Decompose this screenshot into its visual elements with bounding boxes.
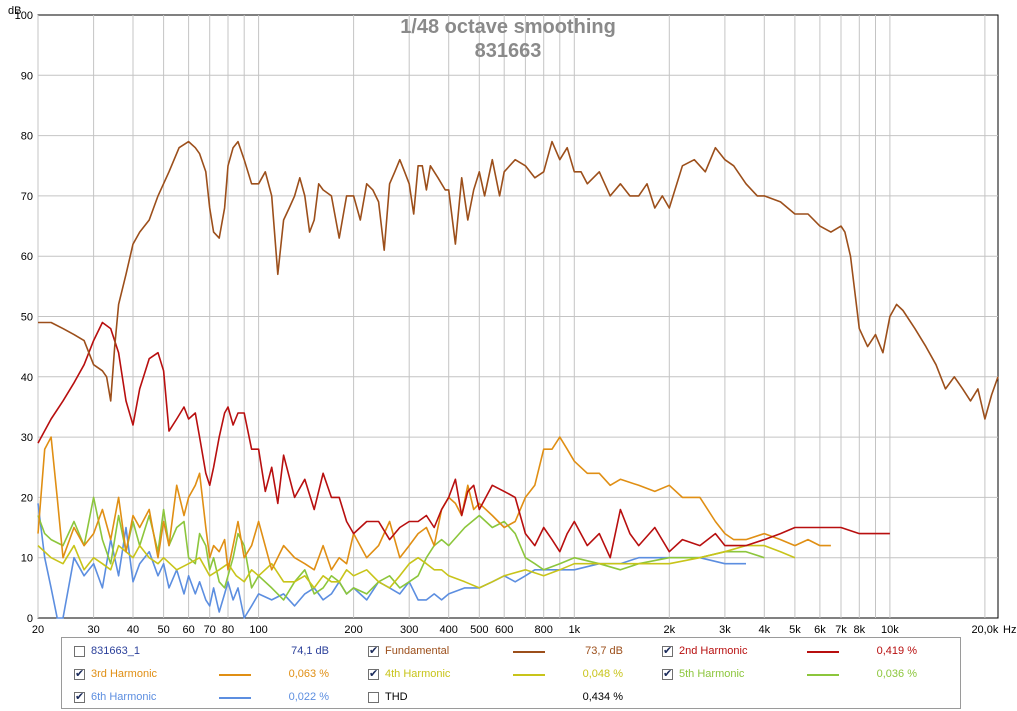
series-line-fundamental bbox=[38, 140, 999, 420]
x-tick-label: 2k bbox=[663, 624, 675, 636]
legend-item-label: 6th Harmonic bbox=[91, 691, 157, 703]
series-line-6th-harmonic bbox=[37, 503, 746, 619]
x-tick-label: 30 bbox=[87, 624, 99, 636]
y-tick-label: 100 bbox=[15, 10, 33, 22]
legend-checkbox[interactable] bbox=[74, 690, 85, 703]
x-tick-label: 500 bbox=[470, 624, 488, 636]
legend-checkbox[interactable] bbox=[74, 667, 85, 680]
x-tick-label: 80 bbox=[222, 624, 234, 636]
x-axis-unit-label: Hz bbox=[1003, 624, 1016, 636]
legend-line-swatch bbox=[807, 651, 839, 653]
legend-item-value: 0,036 % bbox=[876, 668, 917, 680]
legend-row: 3rd Harmonic 0,063 % 4th Harmonic 0,048 % 5t… bbox=[62, 665, 960, 685]
legend-item: 4th Harmonic 0,048 % bbox=[368, 665, 623, 685]
legend-item: 2nd Harmonic 0,419 % bbox=[662, 642, 917, 662]
legend-item-label: 5th Harmonic bbox=[679, 668, 745, 680]
y-tick-label: 10 bbox=[21, 553, 33, 565]
legend-row: 831663_1 74,1 dB Fundamental 73,7 dB 2nd Har… bbox=[62, 642, 960, 662]
x-tick-label: 400 bbox=[440, 624, 458, 636]
legend-checkbox[interactable] bbox=[368, 667, 379, 680]
legend-checkbox[interactable] bbox=[662, 667, 673, 680]
legend-item-value: 74,1 dB bbox=[291, 645, 329, 657]
chart-subtitle: 831663 bbox=[475, 40, 542, 62]
x-tick-label: 20 bbox=[32, 624, 44, 636]
frequency-response-chart: 0 10 20 30 40 50 60 70 80 90 100 20 30 40 50 60 70 80 100… bbox=[8, 5, 1016, 636]
legend-item-label: Fundamental bbox=[385, 645, 450, 657]
y-tick-label: 80 bbox=[21, 131, 33, 143]
x-tick-label: 100 bbox=[249, 624, 267, 636]
x-tick-label: 300 bbox=[400, 624, 418, 636]
legend-item: 831663_1 74,1 dB bbox=[74, 642, 329, 662]
x-tick-label: 5k bbox=[789, 624, 801, 636]
x-tick-label: 50 bbox=[157, 624, 169, 636]
legend-checkbox[interactable] bbox=[662, 644, 673, 657]
x-tick-label: 7k bbox=[835, 624, 847, 636]
legend-line-swatch bbox=[513, 651, 545, 653]
y-tick-label: 40 bbox=[21, 372, 33, 384]
x-tick-label: 70 bbox=[204, 624, 216, 636]
x-tick-label: 60 bbox=[182, 624, 194, 636]
x-tick-label: 800 bbox=[535, 624, 553, 636]
legend-item: Fundamental 73,7 dB bbox=[368, 642, 623, 662]
legend-item: 5th Harmonic 0,036 % bbox=[662, 665, 917, 685]
x-tick-label: 40 bbox=[127, 624, 139, 636]
legend-checkbox[interactable] bbox=[74, 646, 85, 657]
series-line-2nd-harmonic bbox=[37, 321, 890, 559]
series-line-4th-harmonic bbox=[37, 544, 796, 589]
y-tick-label: 30 bbox=[21, 432, 33, 444]
legend-item: 3rd Harmonic 0,063 % bbox=[74, 665, 329, 685]
legend-item-label: 4th Harmonic bbox=[385, 668, 451, 680]
y-tick-label: 90 bbox=[21, 70, 33, 82]
x-tick-label: 200 bbox=[344, 624, 362, 636]
legend-line-swatch bbox=[219, 697, 251, 699]
x-tick-labels: 20 30 40 50 60 70 80 100 200 300 400 500 600 800 1k 2k 3… bbox=[32, 624, 999, 636]
legend-item-value: 0,063 % bbox=[288, 668, 329, 680]
x-tick-label: 3k bbox=[719, 624, 731, 636]
x-tick-label: 8k bbox=[853, 624, 865, 636]
legend-item-label: 2nd Harmonic bbox=[679, 645, 748, 657]
series-line-3rd-harmonic bbox=[37, 436, 831, 571]
legend-item-value: 0,419 % bbox=[876, 645, 917, 657]
y-tick-labels: 0 10 20 30 40 50 60 70 80 90 100 bbox=[15, 10, 33, 625]
y-tick-label: 0 bbox=[27, 613, 33, 625]
legend-item: 6th Harmonic 0,022 % bbox=[74, 688, 329, 708]
y-tick-label: 20 bbox=[21, 492, 33, 504]
x-tick-label: 6k bbox=[814, 624, 826, 636]
legend-line-swatch bbox=[219, 674, 251, 676]
legend-item-value: 73,7 dB bbox=[585, 645, 623, 657]
legend-checkbox[interactable] bbox=[368, 692, 379, 703]
legend-row: 6th Harmonic 0,022 % THD 0,434 % bbox=[62, 688, 960, 708]
legend-item-value: 0,022 % bbox=[288, 691, 329, 703]
legend-line-swatch bbox=[513, 674, 545, 676]
x-tick-label: 10k bbox=[881, 624, 899, 636]
legend: 831663_1 74,1 dB Fundamental 73,7 dB 2nd Har… bbox=[61, 637, 961, 709]
legend-item-value: 0,048 % bbox=[582, 668, 623, 680]
series-group bbox=[37, 140, 999, 619]
legend-line-swatch bbox=[807, 674, 839, 676]
legend-item-value: 0,434 % bbox=[582, 691, 623, 703]
y-tick-label: 70 bbox=[21, 191, 33, 203]
legend-checkbox[interactable] bbox=[368, 644, 379, 657]
chart-title: 1/48 octave smoothing bbox=[400, 16, 616, 38]
y-tick-label: 50 bbox=[21, 312, 33, 324]
y-tick-label: 60 bbox=[21, 251, 33, 263]
x-tick-label: 4k bbox=[758, 624, 770, 636]
legend-item-label: 3rd Harmonic bbox=[91, 668, 158, 680]
x-tick-label: 1k bbox=[568, 624, 580, 636]
legend-item-label: THD bbox=[385, 691, 408, 703]
legend-item-label: 831663_1 bbox=[91, 645, 140, 657]
x-tick-label: 20,0k bbox=[971, 624, 998, 636]
legend-item: THD 0,434 % bbox=[368, 688, 623, 708]
x-tick-label: 600 bbox=[495, 624, 513, 636]
y-axis-unit-label: dB bbox=[8, 5, 21, 17]
